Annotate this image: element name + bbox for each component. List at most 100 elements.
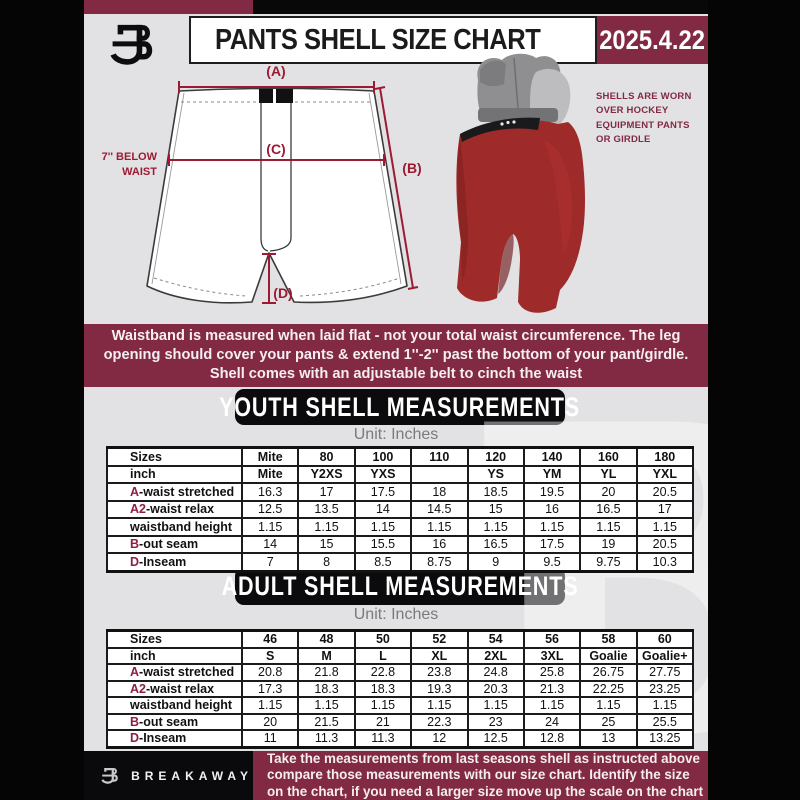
footer-instructions: Take the measurements from last seasons … xyxy=(253,751,708,800)
table-cell: 25.8 xyxy=(522,663,582,682)
table-cell: 22.25 xyxy=(579,679,638,698)
table-cell: 20.3 xyxy=(466,679,525,698)
table-cell: 8.5 xyxy=(353,552,413,572)
table-cell: 24 xyxy=(522,712,582,731)
breakaway-logo-icon xyxy=(110,24,153,65)
breakaway-footer-logo-icon xyxy=(101,767,118,784)
diagram-note-line1: 7'' BELOW xyxy=(102,151,158,163)
table-cell: L xyxy=(353,646,413,665)
table-cell: 15 xyxy=(466,499,525,519)
table-cell: 14.5 xyxy=(410,499,469,519)
diagram-label-d: (D) xyxy=(273,285,292,301)
table-cell: 22.8 xyxy=(353,663,413,682)
top-accent-strip xyxy=(84,0,253,14)
table-cell: 16.5 xyxy=(466,534,525,554)
table-cell: 1.15 xyxy=(635,696,695,715)
table-cell: Mite xyxy=(240,446,300,467)
table-cell: Y2XS xyxy=(297,464,356,484)
table-cell: 7 xyxy=(240,552,300,572)
diagram-label-c: (C) xyxy=(266,141,285,157)
row-label: A-waist stretched xyxy=(106,482,243,502)
table-cell: 15 xyxy=(297,534,356,554)
youth-section-heading: YOUTH SHELL MEASUREMENTS xyxy=(220,389,580,425)
table-cell: 17 xyxy=(635,499,695,519)
table-cell: Goalie xyxy=(579,646,638,665)
table-cell: 13 xyxy=(579,729,638,748)
table-cell: Goalie+ xyxy=(635,646,695,665)
table-cell: 48 xyxy=(297,629,356,649)
table-cell: 20 xyxy=(579,482,638,502)
row-label: D-Inseam xyxy=(106,729,243,748)
instruction-banner: Waistband is measured when laid flat - n… xyxy=(84,324,708,387)
diagram-note-line2: WAIST xyxy=(122,166,157,178)
table-cell: 1.15 xyxy=(522,517,582,537)
table-cell: 18 xyxy=(410,482,469,502)
table-cell: 56 xyxy=(522,629,582,649)
table-cell: 19.3 xyxy=(410,679,469,698)
row-label: waistband height xyxy=(106,517,243,537)
table-cell: 17.3 xyxy=(240,679,300,698)
table-cell: XL xyxy=(410,646,469,665)
photo-caption-line: OVER HOCKEY xyxy=(596,105,669,117)
top-black-strip xyxy=(253,0,708,14)
table-cell: 18.3 xyxy=(353,679,413,698)
youth-size-table: Sizes Mite 80 100 110 120 140 160 180 inch Mite Y2X… xyxy=(106,446,695,573)
table-cell: 1.15 xyxy=(466,517,525,537)
table-cell: 120 xyxy=(466,446,525,467)
page-title-box: PANTS SHELL SIZE CHART xyxy=(189,16,597,64)
row-label: waistband height xyxy=(106,696,243,715)
table-cell: YXS xyxy=(353,464,413,484)
table-cell: 13.5 xyxy=(297,499,356,519)
table-cell: 1.15 xyxy=(297,517,356,537)
table-cell: M xyxy=(297,646,356,665)
table-cell: 50 xyxy=(353,629,413,649)
shorts-outline xyxy=(146,87,408,304)
row-label: D-Inseam xyxy=(106,552,243,572)
table-cell: 21.8 xyxy=(297,663,356,682)
table-cell: 1.15 xyxy=(240,696,300,715)
table-cell: 110 xyxy=(410,446,469,467)
table-cell: 12.5 xyxy=(466,729,525,748)
table-row: waistband height 1.15 1.15 1.15 1.15 1.15 1.15… xyxy=(106,696,695,715)
date-text: 2025.4.22 xyxy=(599,24,706,55)
table-cell: YS xyxy=(466,464,525,484)
adult-unit-label: Unit: Inches xyxy=(353,606,439,623)
adult-section-heading: ADULT SHELL MEASUREMENTS xyxy=(222,567,578,605)
table-cell: 52 xyxy=(410,629,469,649)
table-row: inch S M L XL 2XL 3XL Goalie Goalie+ xyxy=(106,646,695,665)
footer-line: Take the measurements from last seasons … xyxy=(267,751,700,767)
table-cell: 13.25 xyxy=(635,729,695,748)
table-cell: 60 xyxy=(635,629,695,649)
date-badge: 2025.4.22 xyxy=(597,16,708,64)
table-row: inch Mite Y2XS YXS YS YM YL YXL xyxy=(106,464,695,484)
table-cell: 80 xyxy=(297,446,356,467)
table-cell: 16.5 xyxy=(579,499,638,519)
row-label: Sizes xyxy=(106,446,243,467)
shell-product-photo xyxy=(456,53,585,313)
table-cell: 9.75 xyxy=(579,552,638,572)
row-label: A-waist stretched xyxy=(106,663,243,682)
table-cell: 1.15 xyxy=(410,517,469,537)
table-cell: 46 xyxy=(240,629,300,649)
table-cell: S xyxy=(240,646,300,665)
table-cell: 180 xyxy=(635,446,695,467)
table-row: A-waist stretched 20.8 21.8 22.8 23.8 24.8 25.… xyxy=(106,663,695,682)
table-cell: 21.5 xyxy=(297,712,356,731)
table-cell: 1.15 xyxy=(522,696,582,715)
footer-line: on the chart, if you need a larger size … xyxy=(267,783,704,799)
diagram-label-b: (B) xyxy=(402,160,421,176)
row-label: A2-waist relax xyxy=(106,679,243,698)
table-row: D-Inseam 11 11.3 11.3 12 12.5 12.8 13 13.25 xyxy=(106,729,695,748)
table-cell: 21 xyxy=(353,712,413,731)
table-row: B-out seam 14 15 15.5 16 16.5 17.5 19 20.5 xyxy=(106,534,695,554)
table-row: waistband height 1.15 1.15 1.15 1.15 1.15 1.15… xyxy=(106,517,695,537)
table-cell: 1.15 xyxy=(579,696,638,715)
table-cell: 160 xyxy=(579,446,638,467)
table-cell: 8 xyxy=(297,552,356,572)
table-cell: YXL xyxy=(635,464,695,484)
table-cell: 17.5 xyxy=(353,482,413,502)
table-cell: 58 xyxy=(579,629,638,649)
photo-caption-line: OR GIRDLE xyxy=(596,133,651,145)
table-cell: 26.75 xyxy=(579,663,638,682)
row-label: B-out seam xyxy=(106,534,243,554)
